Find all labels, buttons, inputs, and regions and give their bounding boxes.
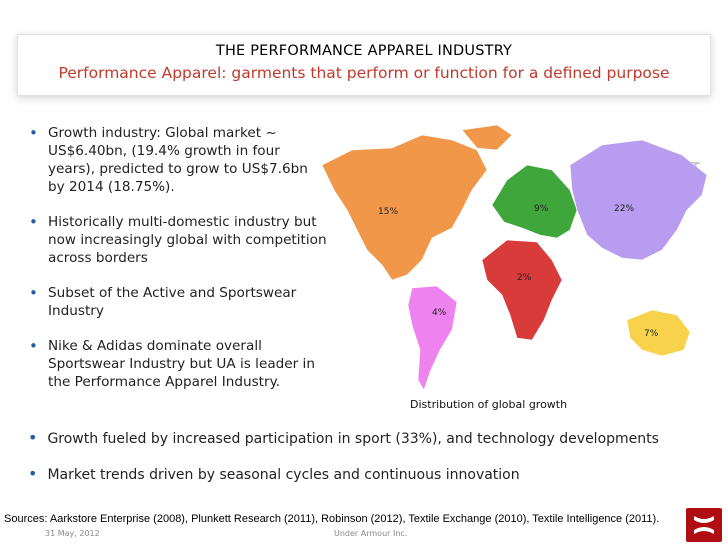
- map-label: 15%: [378, 207, 398, 217]
- bullet-text: Growth industry: Global market ~ US$6.40…: [48, 125, 308, 195]
- bullet-text: Nike & Adidas dominate overall Sportswea…: [48, 338, 315, 390]
- map-label: 7%: [644, 329, 659, 339]
- world-map: 15% 4% 2% 9% 22% 7%: [321, 124, 708, 391]
- bullet-dot: •: [29, 213, 38, 231]
- region-north-america: [321, 134, 488, 281]
- wide-bullet-text: Growth fueled by increased participation…: [47, 431, 659, 447]
- region-asia: [569, 139, 708, 261]
- bullet-dot: •: [29, 124, 38, 142]
- region-australia: [626, 309, 691, 357]
- wide-bullet: • Market trends driven by seasonal cycles…: [28, 464, 520, 483]
- map-caption: Distribution of global growth: [410, 398, 568, 411]
- map-label: 9%: [534, 204, 549, 214]
- under-armour-logo: [686, 508, 722, 542]
- bullet-item: • Subset of the Active and Sportswear In…: [28, 284, 328, 320]
- region-europe: [491, 164, 578, 239]
- sources-note: Sources: Aarkstore Enterprise (2008), Pl…: [4, 513, 660, 525]
- map-label: 22%: [614, 204, 634, 214]
- title-box: THE PERFORMANCE APPAREL INDUSTRY Perform…: [17, 34, 711, 96]
- bullet-item: • Historically multi-domestic industry b…: [28, 213, 328, 267]
- region-south-america: [407, 285, 458, 391]
- wide-bullet-text: Market trends driven by seasonal cycles …: [47, 467, 520, 483]
- bullet-dot: •: [29, 284, 38, 302]
- bullet-dot: •: [28, 464, 38, 483]
- bullet-item: • Growth industry: Global market ~ US$6.…: [28, 124, 328, 196]
- wide-bullet: • Growth fueled by increased participatio…: [28, 428, 659, 447]
- footer-company: Under Armour Inc.: [334, 529, 408, 538]
- map-label: 4%: [432, 308, 447, 318]
- bullet-item: • Nike & Adidas dominate overall Sportsw…: [28, 337, 328, 391]
- region-africa: [481, 239, 563, 341]
- bullet-text: Subset of the Active and Sportswear Indu…: [48, 285, 297, 319]
- bullet-text: Historically multi-domestic industry but…: [48, 214, 327, 266]
- bullet-dot: •: [28, 428, 38, 447]
- slide-title: THE PERFORMANCE APPAREL INDUSTRY: [215, 43, 513, 59]
- slide-subtitle: Performance Apparel: garments that perfo…: [58, 64, 670, 82]
- map-label: 2%: [517, 273, 532, 283]
- bullet-dot: •: [29, 337, 38, 355]
- region-greenland: [461, 124, 513, 151]
- footer-date: 31 May, 2012: [45, 529, 100, 538]
- bullet-list: • Growth industry: Global market ~ US$6.…: [28, 124, 328, 408]
